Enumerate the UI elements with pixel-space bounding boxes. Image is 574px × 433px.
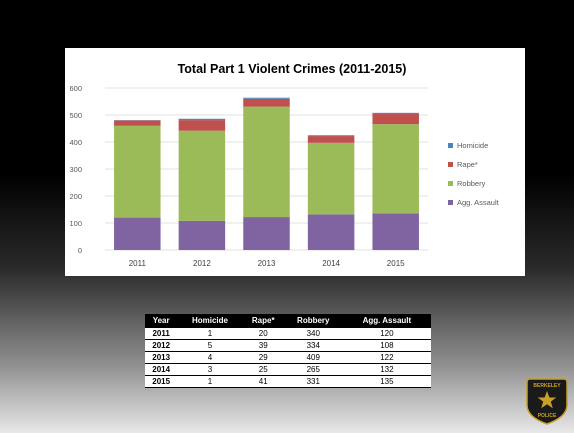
table-row: 2015 1 41 331 135 [145, 375, 431, 388]
data-table-wrap: Year Homicide Rape* Robbery Agg. Assault… [145, 314, 431, 388]
cell-rape: 39 [242, 339, 284, 352]
cell-homicide: 1 [177, 375, 243, 388]
legend: Homicide Rape* Robbery Agg. Assault [448, 141, 500, 207]
bar-segment-rape [243, 98, 290, 107]
cell-year: 2015 [145, 375, 178, 388]
cell-homicide: 5 [177, 339, 243, 352]
y-tick-label: 300 [69, 165, 82, 174]
cell-agg-assault: 122 [342, 351, 431, 364]
cell-homicide: 3 [177, 363, 243, 376]
legend-swatch [448, 181, 453, 186]
x-tick-label: 2014 [322, 259, 340, 268]
legend-swatch [448, 162, 453, 167]
bar-segment-homicide [307, 135, 355, 137]
legend-label: Rape* [457, 160, 478, 169]
bar-segment-agg-assault [243, 217, 290, 250]
table-row: 2013 4 29 409 122 [145, 351, 431, 364]
bars [114, 97, 419, 250]
y-tick-label: 600 [69, 84, 82, 93]
police-badge-icon: BERKELEY POLICE [526, 378, 568, 425]
bar-segment-rape [372, 113, 419, 125]
y-tick-label: 0 [78, 246, 82, 255]
cell-robbery: 265 [283, 363, 343, 376]
header-robbery: Robbery [283, 314, 343, 328]
header-homicide: Homicide [177, 314, 243, 328]
bar-segment-agg-assault [372, 213, 419, 250]
legend-label: Agg. Assault [457, 198, 500, 207]
cell-agg-assault: 132 [342, 363, 431, 376]
header-rape: Rape* [242, 314, 284, 328]
x-tick-label: 2015 [387, 259, 405, 268]
cell-agg-assault: 108 [342, 339, 431, 352]
bar-segment-rape [307, 136, 355, 143]
berkeley-police-badge: BERKELEY POLICE [526, 377, 568, 425]
chart-panel: Total Part 1 Violent Crimes (2011-2015) … [65, 48, 525, 276]
bar-segment-robbery [372, 124, 419, 214]
table-row: 2012 5 39 334 108 [145, 339, 431, 352]
bar-segment-homicide [178, 118, 226, 121]
y-tick-label: 400 [69, 138, 82, 147]
cell-agg-assault: 120 [342, 327, 431, 340]
cell-year: 2012 [145, 339, 178, 352]
bar-segment-homicide [243, 97, 290, 99]
star-icon [537, 391, 557, 409]
legend-label: Robbery [457, 179, 486, 188]
bar-segment-robbery [114, 125, 161, 218]
bar-segment-rape [114, 120, 161, 126]
x-axis-ticks: 2011 2012 2013 2014 2015 [129, 259, 405, 268]
bar-segment-agg-assault [307, 214, 355, 250]
cell-robbery: 334 [283, 339, 343, 352]
bar-segment-agg-assault [178, 220, 226, 250]
y-tick-label: 100 [69, 219, 82, 228]
bar-segment-robbery [243, 106, 290, 218]
header-year: Year [145, 314, 178, 328]
cell-robbery: 340 [283, 327, 343, 340]
bar-segment-robbery [307, 142, 355, 215]
cell-agg-assault: 135 [342, 375, 431, 388]
table-row: 2011 1 20 340 120 [145, 327, 431, 340]
cell-rape: 41 [242, 375, 284, 388]
badge-bottom-text: POLICE [538, 413, 557, 419]
y-tick-label: 500 [69, 111, 82, 120]
stacked-bar-chart: Total Part 1 Violent Crimes (2011-2015) … [69, 62, 500, 268]
table-header-row: Year Homicide Rape* Robbery Agg. Assault [145, 314, 431, 328]
cell-robbery: 331 [283, 375, 343, 388]
x-tick-label: 2013 [258, 259, 276, 268]
bar-segment-agg-assault [114, 217, 161, 250]
cell-homicide: 1 [177, 327, 243, 340]
cell-year: 2014 [145, 363, 178, 376]
bar-segment-robbery [178, 130, 226, 221]
chart-title: Total Part 1 Violent Crimes (2011-2015) [178, 62, 407, 76]
bar-segment-rape [178, 120, 226, 131]
cell-year: 2011 [145, 327, 178, 340]
cell-rape: 20 [242, 327, 284, 340]
legend-label: Homicide [457, 141, 488, 150]
cell-year: 2013 [145, 351, 178, 364]
y-tick-label: 200 [69, 192, 82, 201]
table-row: 2014 3 25 265 132 [145, 363, 431, 376]
cell-rape: 29 [242, 351, 284, 364]
crime-data-table: Year Homicide Rape* Robbery Agg. Assault… [145, 314, 431, 388]
badge-top-text: BERKELEY [533, 383, 561, 389]
cell-robbery: 409 [283, 351, 343, 364]
x-tick-label: 2011 [129, 259, 147, 268]
legend-swatch [448, 200, 453, 205]
y-axis-ticks: 0 100 200 300 400 500 600 [69, 84, 82, 255]
header-agg-assault: Agg. Assault [342, 314, 431, 328]
legend-swatch [448, 143, 453, 148]
cell-homicide: 4 [177, 351, 243, 364]
x-tick-label: 2012 [193, 259, 211, 268]
cell-rape: 25 [242, 363, 284, 376]
